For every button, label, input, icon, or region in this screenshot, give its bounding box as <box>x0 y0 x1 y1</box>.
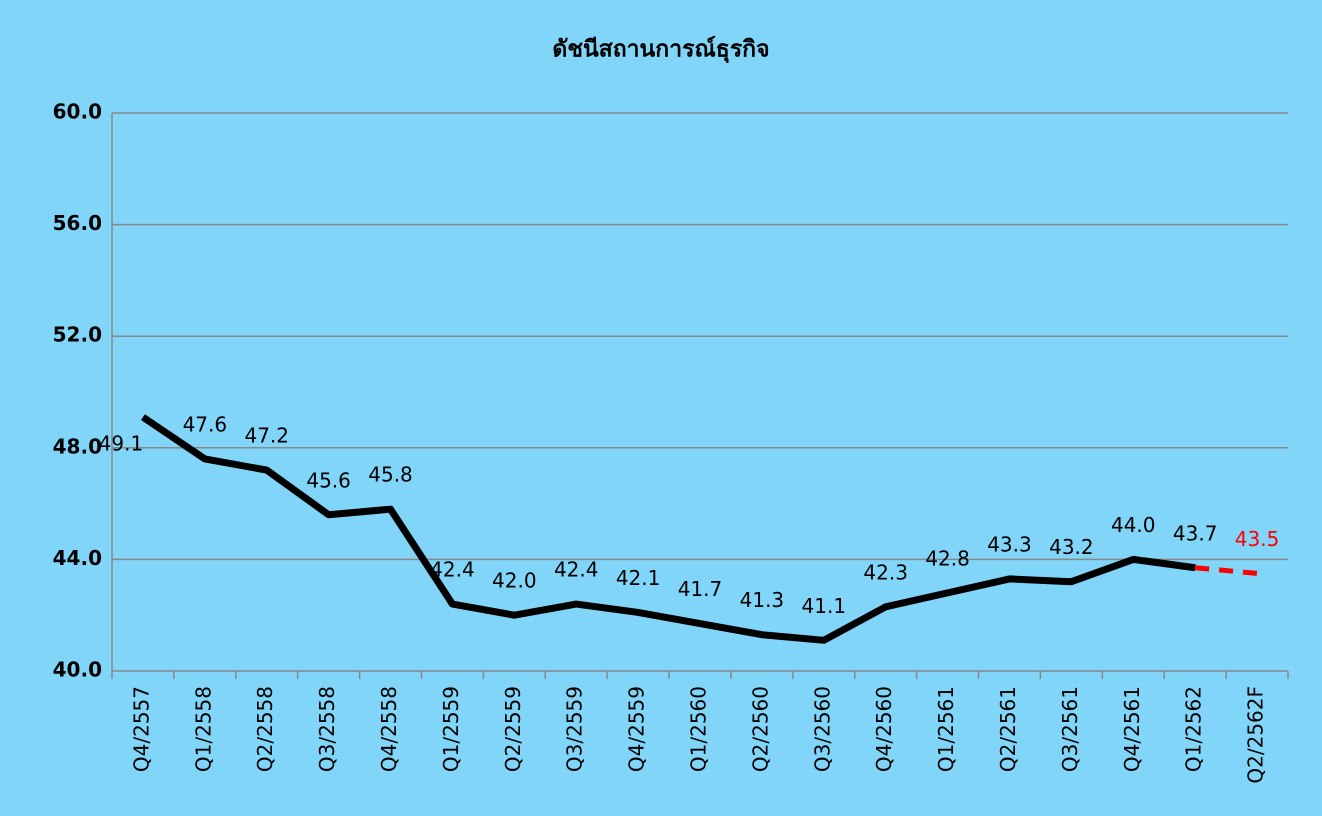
data-label: 41.7 <box>678 577 723 601</box>
data-label: 41.3 <box>740 588 785 612</box>
x-tick-label: Q2/2559 <box>501 686 525 772</box>
x-tick-label: Q2/2561 <box>996 686 1020 772</box>
x-tick-label: Q4/2559 <box>625 686 649 772</box>
data-label: 43.3 <box>987 532 1032 556</box>
x-tick-label: Q4/2561 <box>1120 686 1144 772</box>
data-label: 42.1 <box>616 566 661 590</box>
y-tick-label: 48.0 <box>53 434 102 458</box>
x-tick-label: Q1/2560 <box>687 686 711 772</box>
data-label: 42.4 <box>430 558 475 582</box>
y-tick-label: 40.0 <box>53 658 102 682</box>
x-tick-label: Q1/2558 <box>191 686 215 772</box>
x-tick-label: Q1/2562 <box>1182 686 1206 772</box>
x-tick-label: Q2/2560 <box>748 686 772 772</box>
data-label: 42.3 <box>863 560 908 584</box>
data-label: 42.0 <box>492 569 537 593</box>
y-tick-label: 44.0 <box>53 546 102 570</box>
data-label: 44.0 <box>1111 513 1156 537</box>
x-tick-label: Q2/2562F <box>1244 686 1268 784</box>
x-tick-label: Q3/2558 <box>315 686 339 772</box>
data-label: 47.6 <box>183 412 228 436</box>
chart-title: ดัชนีสถานการณ์ธุรกิจ <box>552 36 769 64</box>
data-label: 41.1 <box>802 594 847 618</box>
x-tick-label: Q4/2557 <box>129 686 153 772</box>
data-label: 45.6 <box>306 468 351 492</box>
data-line <box>140 414 1196 644</box>
x-tick-label: Q3/2559 <box>563 686 587 772</box>
x-tick-label: Q1/2561 <box>934 686 958 772</box>
data-label: 43.7 <box>1173 521 1218 545</box>
data-label: 42.8 <box>925 546 970 570</box>
data-label: 47.2 <box>244 424 289 448</box>
y-tick-label: 56.0 <box>53 211 102 235</box>
data-label: 43.2 <box>1049 535 1094 559</box>
y-tick-label: 52.0 <box>53 323 102 347</box>
x-tick-label: Q4/2558 <box>377 686 401 772</box>
x-tick-label: Q3/2560 <box>810 686 834 772</box>
x-tick-label: Q4/2560 <box>872 686 896 772</box>
data-label: 42.4 <box>554 558 599 582</box>
data-label: 45.8 <box>368 463 413 487</box>
data-label: 49.1 <box>99 432 144 456</box>
x-tick-label: Q1/2559 <box>439 686 463 772</box>
x-tick-label: Q3/2561 <box>1058 686 1082 772</box>
y-tick-label: 60.0 <box>53 100 102 124</box>
data-label: 43.5 <box>1235 527 1280 551</box>
x-tick-label: Q2/2558 <box>253 686 277 772</box>
data-line <box>1194 565 1258 576</box>
